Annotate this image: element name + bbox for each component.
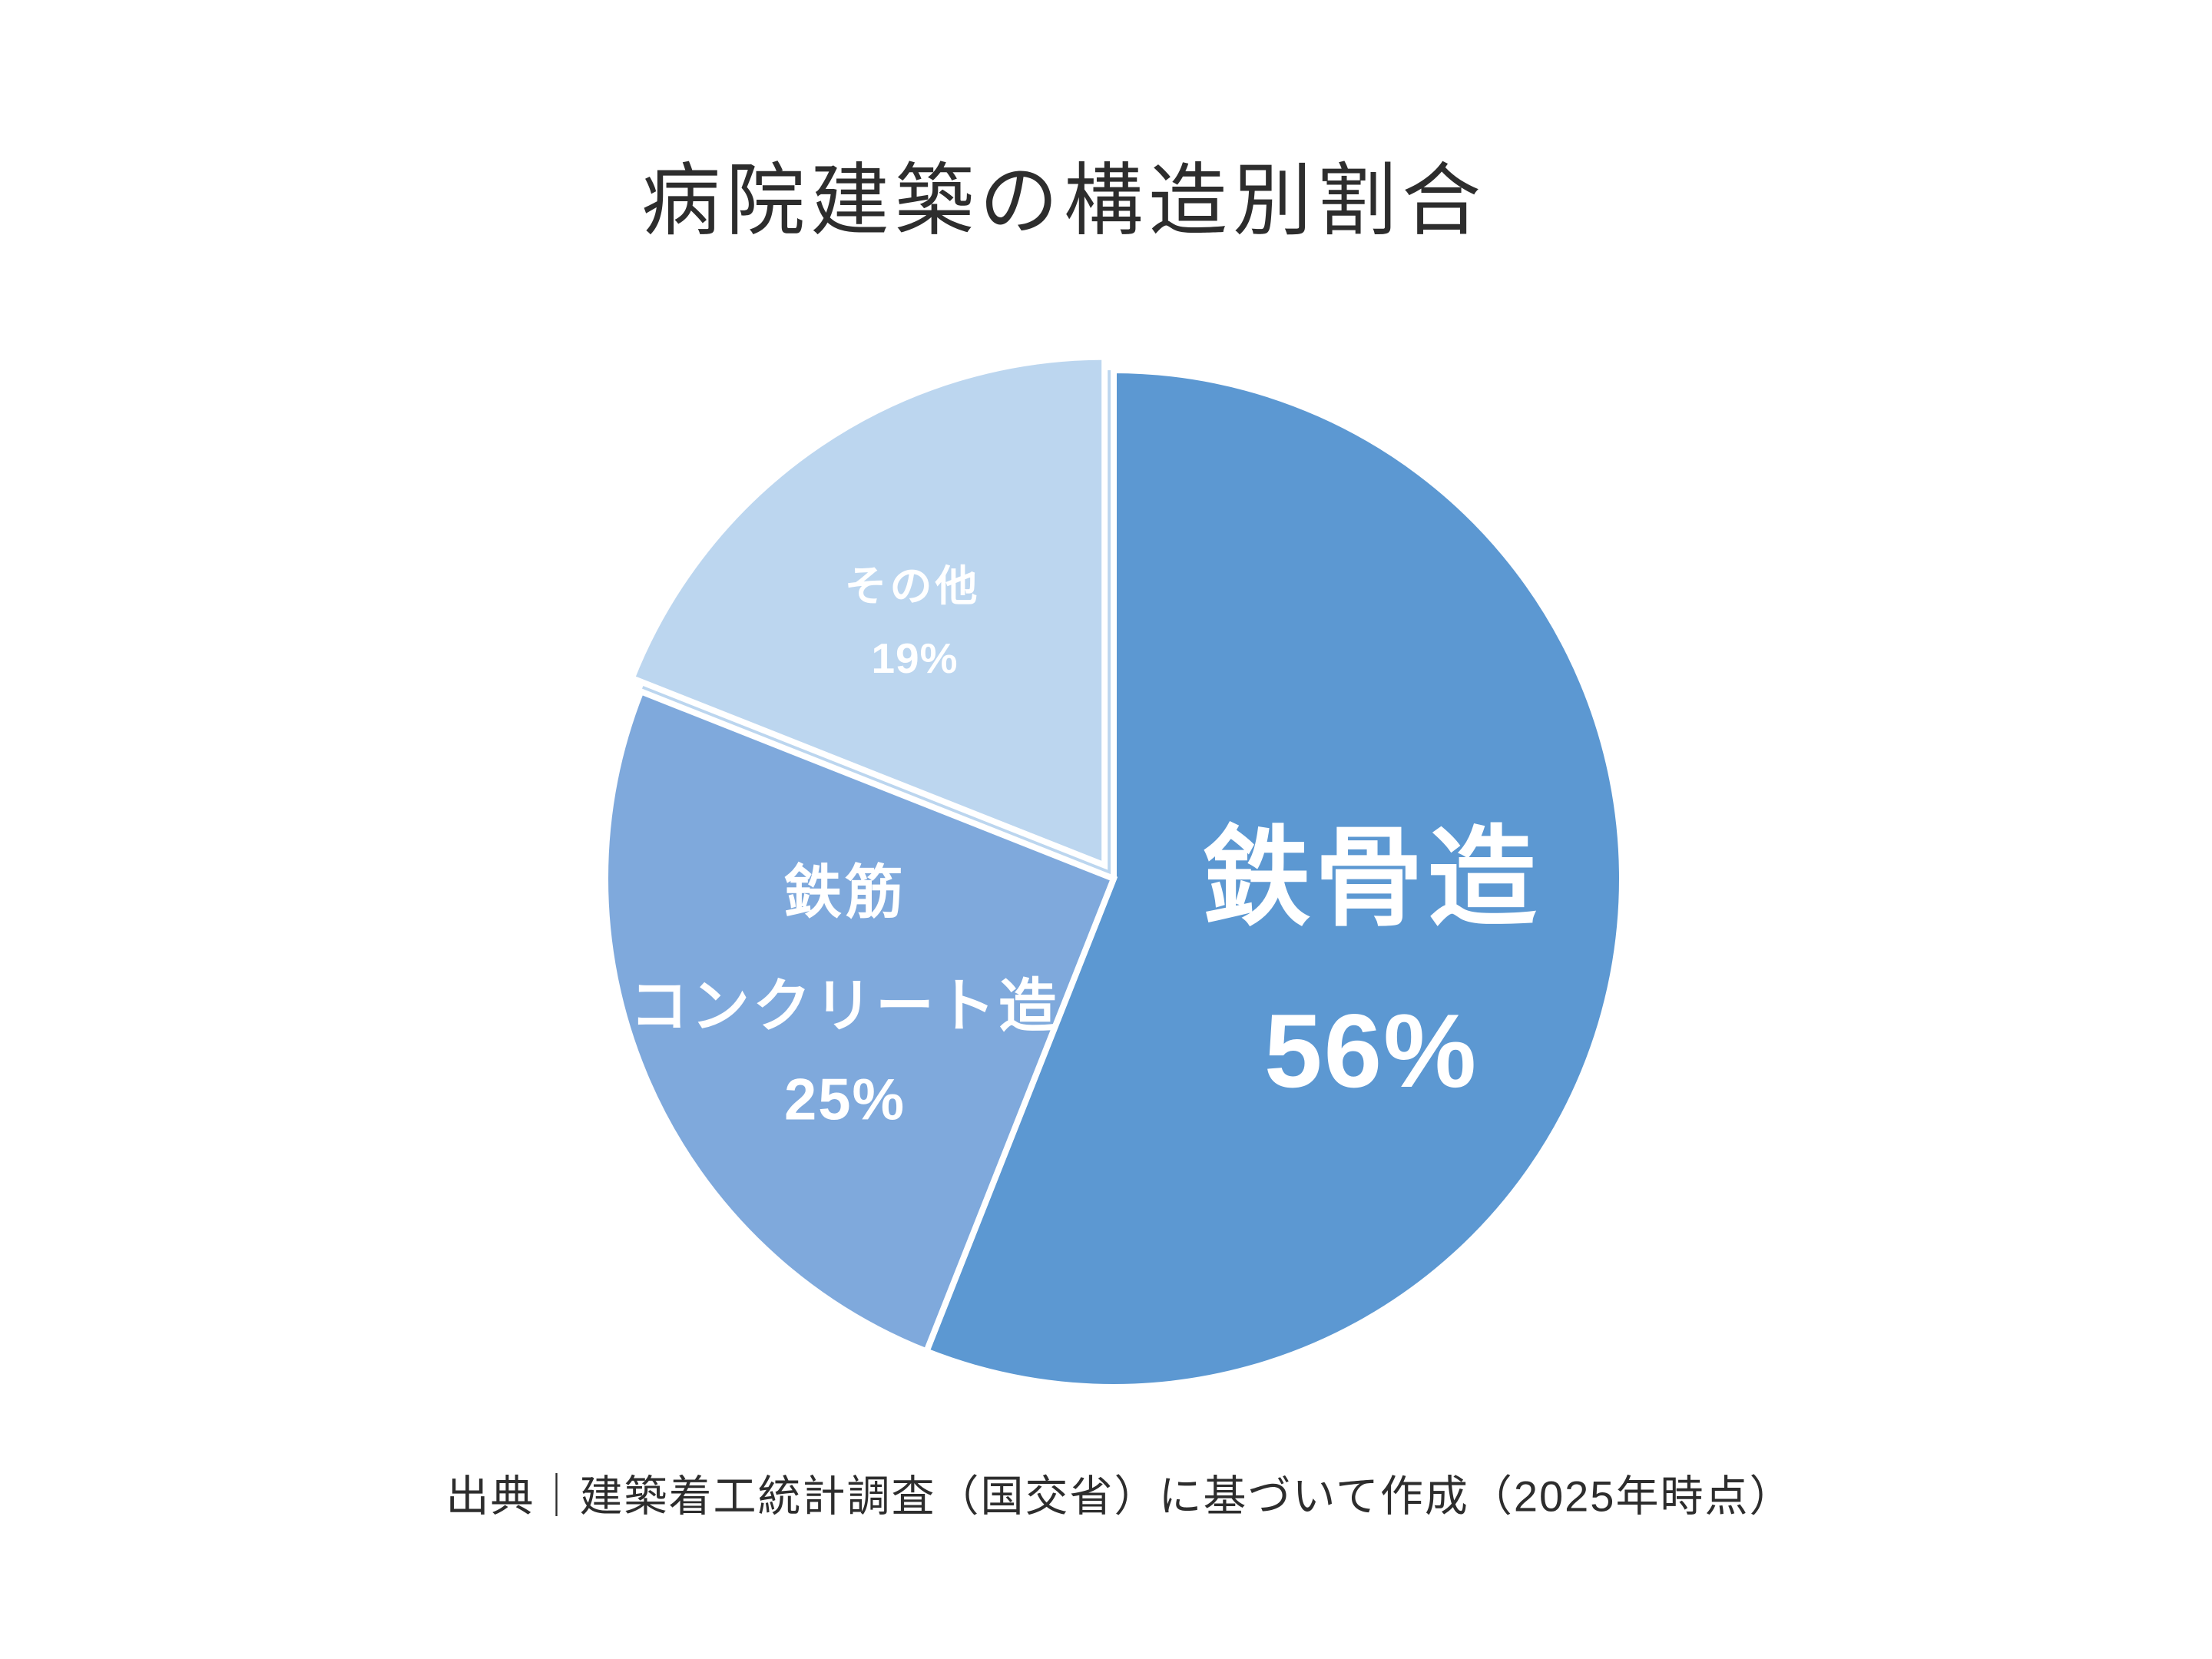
source-note: 出典｜建築着工統計調査（国交省）に基づいて作成（2025年時点） bbox=[445, 1472, 1794, 1521]
pie-slice-0 bbox=[922, 366, 1625, 1390]
pie-label-other: その他 bbox=[844, 562, 981, 610]
pie-value-reinforced-concrete: 25% bbox=[783, 1067, 906, 1133]
pie-value-steel-frame: 56% bbox=[1263, 992, 1479, 1109]
chart-title: 病院建築の構造別割合 bbox=[641, 156, 1486, 245]
pie-slice-1 bbox=[602, 687, 1118, 1356]
pie-label-steel-frame: 鉄骨造 bbox=[1201, 817, 1541, 939]
pie-value-other: 19% bbox=[871, 634, 959, 682]
pie-label-reinforced-concrete-line1: 鉄筋 bbox=[783, 860, 906, 926]
pie-slice-2 bbox=[628, 353, 1108, 870]
pie-label-reinforced-concrete-line2: コンクリート造 bbox=[630, 974, 1060, 1039]
